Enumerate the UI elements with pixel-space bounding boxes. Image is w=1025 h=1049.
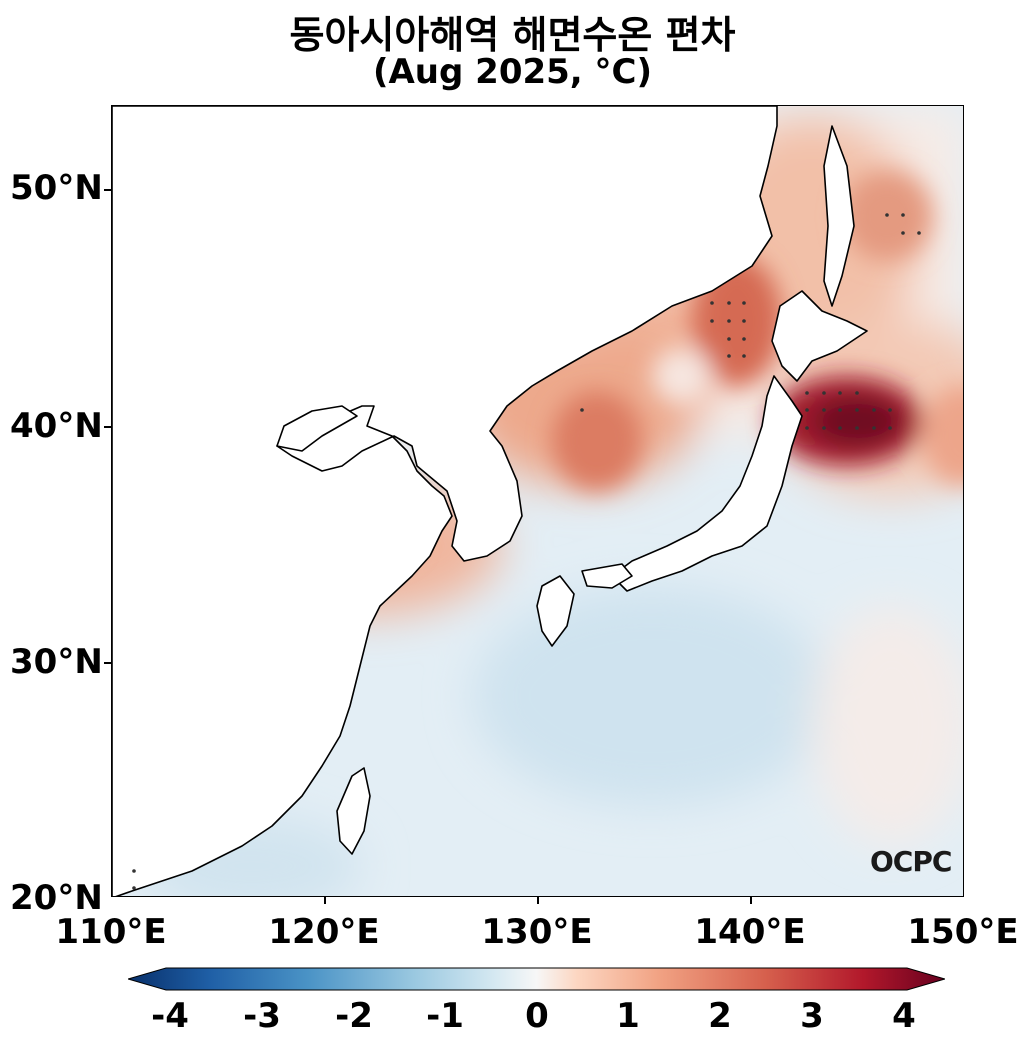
y-tick-20n: 20°N (10, 878, 103, 918)
map-subtitle: (Aug 2025, °C) (372, 52, 653, 92)
colorbar-label: 1 (616, 996, 640, 1036)
sst-anomaly-map (111, 105, 964, 897)
colorbar (128, 967, 945, 991)
colorbar-label: -4 (151, 996, 189, 1036)
colorbar-label: -3 (243, 996, 281, 1036)
x-tickmark (537, 897, 539, 904)
x-tick-120e: 120°E (268, 912, 380, 952)
colorbar-label: -1 (426, 996, 464, 1036)
x-tickmark (750, 897, 752, 904)
y-tickmark (104, 426, 111, 428)
significance-dots (132, 213, 921, 890)
colorbar-ramp (128, 967, 945, 991)
y-tick-50n: 50°N (10, 168, 103, 208)
x-tick-130e: 130°E (481, 912, 593, 952)
x-tickmark (324, 897, 326, 904)
map-title: 동아시아해역 해면수온 편차 (289, 13, 736, 57)
land-mask (112, 106, 868, 896)
map-canvas (112, 106, 963, 896)
y-tickmark (104, 189, 111, 191)
y-tick-30n: 30°N (10, 642, 103, 682)
colorbar-label: 4 (892, 996, 916, 1036)
y-tickmark (104, 662, 111, 664)
x-tick-150e: 150°E (907, 912, 1019, 952)
ocpc-logo: OCPC (870, 845, 952, 878)
colorbar-label: 3 (800, 996, 824, 1036)
y-tick-40n: 40°N (10, 406, 103, 446)
colorbar-label: 0 (525, 996, 549, 1036)
x-tick-110e: 110°E (55, 912, 167, 952)
x-tick-140e: 140°E (694, 912, 806, 952)
colorbar-label: 2 (708, 996, 732, 1036)
colorbar-label: -2 (335, 996, 373, 1036)
